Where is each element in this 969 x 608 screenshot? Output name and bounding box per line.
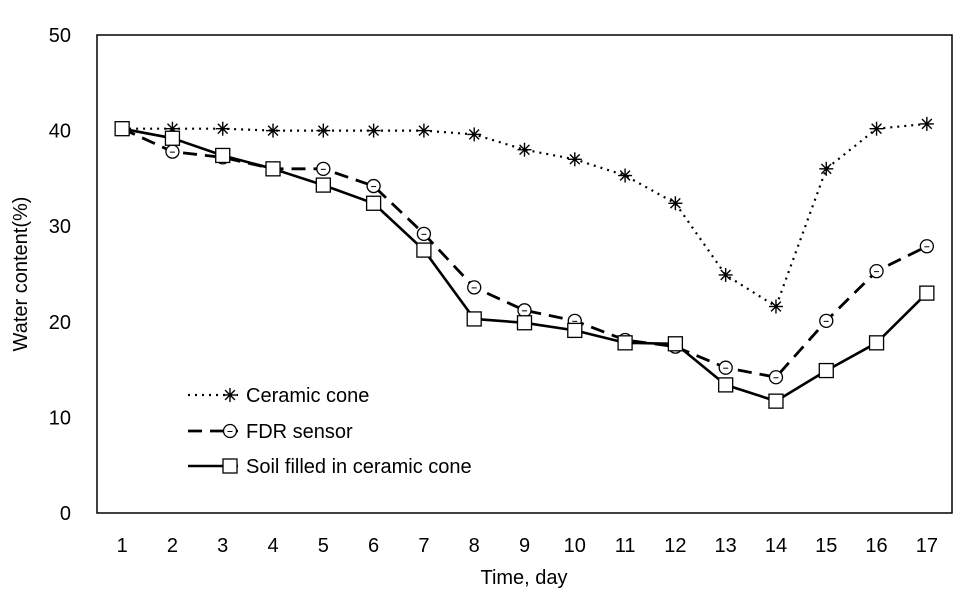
data-point bbox=[416, 242, 432, 258]
data-point bbox=[567, 152, 582, 167]
data-point bbox=[868, 335, 885, 351]
data-point bbox=[316, 161, 331, 176]
legend-label: FDR sensor bbox=[246, 421, 353, 443]
legend-label: Soil filled in ceramic cone bbox=[246, 456, 472, 478]
x-tick-label: 17 bbox=[916, 535, 938, 557]
data-point bbox=[819, 161, 834, 176]
data-point bbox=[516, 315, 533, 331]
legend-marker bbox=[222, 423, 238, 439]
series-fdr-sensor bbox=[114, 121, 935, 385]
data-point bbox=[818, 362, 834, 379]
data-point bbox=[919, 116, 934, 131]
legend-marker bbox=[223, 388, 237, 402]
x-tick-label: 1 bbox=[117, 535, 128, 557]
x-tick-label: 13 bbox=[715, 535, 737, 557]
x-tick-label: 6 bbox=[368, 535, 379, 557]
x-tick-label: 16 bbox=[865, 535, 887, 557]
x-axis-title: Time, day bbox=[480, 567, 567, 589]
data-point bbox=[114, 121, 130, 137]
data-point bbox=[768, 393, 784, 409]
data-point bbox=[718, 267, 733, 282]
series-line bbox=[122, 122, 928, 308]
series-line bbox=[121, 127, 928, 403]
data-point bbox=[467, 127, 482, 142]
series-ceramic-cone bbox=[115, 116, 934, 314]
legend-marker bbox=[222, 458, 238, 474]
x-tick-label: 8 bbox=[469, 535, 480, 557]
data-point bbox=[366, 123, 381, 138]
data-point bbox=[919, 239, 935, 254]
y-axis-title: Water content(%) bbox=[10, 197, 32, 352]
data-point bbox=[819, 313, 834, 328]
plot-area-frame bbox=[96, 34, 953, 514]
legend-item: Soil filled in ceramic cone bbox=[188, 456, 472, 478]
data-point bbox=[416, 123, 431, 138]
data-point bbox=[668, 196, 683, 211]
x-tick-label: 5 bbox=[318, 535, 329, 557]
y-tick-label: 20 bbox=[49, 312, 71, 334]
x-tick-label: 3 bbox=[217, 535, 228, 557]
data-point bbox=[869, 121, 884, 136]
x-tick-label: 12 bbox=[664, 535, 686, 557]
data-point bbox=[517, 142, 532, 157]
data-point bbox=[215, 121, 230, 136]
data-point bbox=[768, 299, 783, 314]
data-point bbox=[718, 377, 734, 393]
x-axis-tick-labels: 1 2 3 4 5 6 7 8 9 10 11 12 13 14 15 16 17 bbox=[117, 535, 938, 557]
data-point bbox=[466, 311, 482, 327]
data-point bbox=[416, 226, 432, 241]
data-point bbox=[467, 280, 482, 295]
data-point bbox=[365, 195, 382, 211]
series-soil-filled-in-ceramic-cone bbox=[114, 121, 935, 409]
y-tick-label: 0 bbox=[60, 503, 71, 525]
x-tick-label: 4 bbox=[267, 535, 278, 557]
data-point bbox=[617, 335, 633, 351]
y-tick-label: 50 bbox=[49, 25, 71, 47]
data-point bbox=[618, 168, 633, 183]
data-point bbox=[315, 177, 331, 193]
x-tick-label: 15 bbox=[815, 535, 837, 557]
data-point bbox=[366, 178, 381, 194]
x-tick-label: 7 bbox=[418, 535, 429, 557]
legend: Ceramic cone FDR sensor Soil filled in cer… bbox=[188, 385, 472, 478]
data-point bbox=[919, 285, 935, 301]
data-point bbox=[165, 144, 180, 159]
data-point bbox=[215, 147, 231, 164]
data-point bbox=[265, 161, 281, 177]
data-point bbox=[567, 322, 583, 339]
data-point bbox=[869, 263, 884, 279]
series-line bbox=[121, 127, 928, 379]
legend-label: Ceramic cone bbox=[246, 385, 369, 407]
y-tick-label: 40 bbox=[49, 121, 71, 143]
x-tick-label: 9 bbox=[519, 535, 530, 557]
legend-item: FDR sensor bbox=[188, 421, 353, 443]
data-point bbox=[266, 123, 281, 138]
x-tick-label: 11 bbox=[615, 535, 636, 557]
x-tick-label: 14 bbox=[765, 535, 787, 557]
x-tick-label: 2 bbox=[167, 535, 178, 557]
data-point bbox=[768, 370, 784, 385]
legend-item: Ceramic cone bbox=[188, 385, 369, 407]
data-point bbox=[164, 130, 181, 146]
data-point bbox=[667, 336, 684, 352]
y-tick-label: 30 bbox=[49, 216, 71, 238]
series-layer bbox=[114, 116, 935, 409]
x-tick-label: 10 bbox=[564, 535, 586, 557]
data-point bbox=[718, 360, 733, 375]
y-axis-tick-labels: 0 10 20 30 40 50 bbox=[49, 25, 71, 525]
y-tick-label: 10 bbox=[49, 407, 71, 429]
data-point bbox=[316, 123, 331, 138]
data-point bbox=[517, 303, 532, 318]
